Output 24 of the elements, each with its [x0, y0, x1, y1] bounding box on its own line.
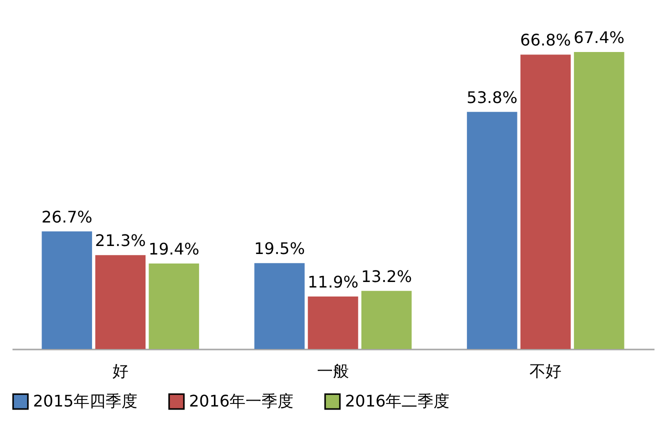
data-label: 21.3%: [95, 231, 146, 250]
bar: [520, 54, 571, 349]
data-label: 26.7%: [41, 207, 92, 226]
bar: [148, 264, 200, 349]
bar: [361, 290, 412, 349]
bar: [95, 255, 146, 349]
legend-label: 2016年一季度: [189, 392, 294, 411]
x-tick-label: 不好: [530, 362, 562, 380]
data-label: 66.8%: [520, 30, 571, 50]
data-label: 19.4%: [148, 240, 200, 259]
data-label: 53.8%: [466, 88, 518, 107]
legend-label: 2015年四季度: [33, 392, 138, 411]
bar: [308, 296, 358, 349]
x-tick-label: 一般: [317, 362, 349, 380]
data-label: 13.2%: [361, 266, 412, 286]
legend-label: 2016年二季度: [345, 392, 450, 411]
data-label: 67.4%: [574, 28, 625, 47]
data-label: 19.5%: [254, 239, 305, 258]
bar: [254, 263, 305, 349]
bar: [42, 231, 92, 349]
bar: [466, 112, 518, 349]
data-label: 11.9%: [308, 272, 358, 292]
bar: [574, 52, 624, 349]
x-tick-label: 好: [112, 362, 128, 380]
